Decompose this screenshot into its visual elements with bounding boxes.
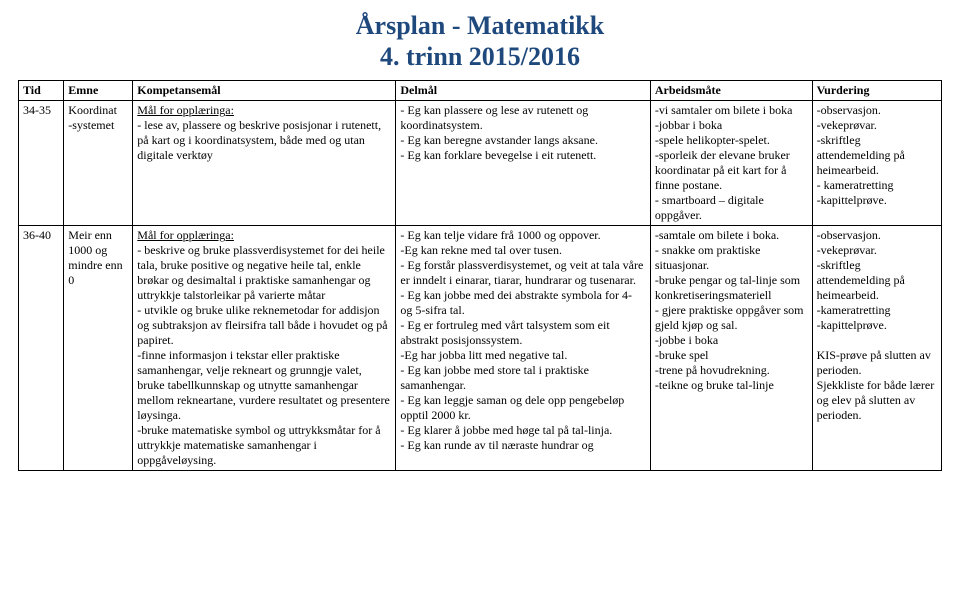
- page-title-block: Årsplan - Matematikk 4. trinn 2015/2016: [18, 10, 942, 72]
- cell-emne: Meir enn 1000 og mindre enn 0: [64, 226, 133, 471]
- cell-emne: Koordinat-systemet: [64, 101, 133, 226]
- cell-arbeidsmate: -vi samtaler om bilete i boka-jobbar i b…: [650, 101, 812, 226]
- cell-vurdering: -observasjon.-vekeprøvar.-skriftleg atte…: [812, 226, 941, 471]
- cell-tid: 36-40: [19, 226, 64, 471]
- komp-lead: Mål for opplæringa:: [137, 103, 234, 117]
- table-row: 34-35 Koordinat-systemet Mål for opplæri…: [19, 101, 942, 226]
- col-vurdering: Vurdering: [812, 81, 941, 101]
- page-title-line1: Årsplan - Matematikk: [18, 10, 942, 41]
- komp-body: - lese av, plassere og beskrive posisjon…: [137, 118, 381, 162]
- komp-body: - beskrive og bruke plassverdisystemet f…: [137, 243, 390, 467]
- col-kompetansemal: Kompetansemål: [133, 81, 396, 101]
- cell-delmal: - Eg kan plassere og lese av rutenett og…: [396, 101, 650, 226]
- komp-lead: Mål for opplæringa:: [137, 228, 234, 242]
- table-header-row: Tid Emne Kompetansemål Delmål Arbeidsmåt…: [19, 81, 942, 101]
- cell-kompetansemal: Mål for opplæringa: - lese av, plassere …: [133, 101, 396, 226]
- page-title-line2: 4. trinn 2015/2016: [18, 41, 942, 72]
- cell-arbeidsmate: -samtale om bilete i boka.- snakke om pr…: [650, 226, 812, 471]
- table-row: 36-40 Meir enn 1000 og mindre enn 0 Mål …: [19, 226, 942, 471]
- cell-kompetansemal: Mål for opplæringa: - beskrive og bruke …: [133, 226, 396, 471]
- curriculum-table: Tid Emne Kompetansemål Delmål Arbeidsmåt…: [18, 80, 942, 471]
- col-emne: Emne: [64, 81, 133, 101]
- cell-delmal: - Eg kan telje vidare frå 1000 og oppove…: [396, 226, 650, 471]
- cell-tid: 34-35: [19, 101, 64, 226]
- cell-vurdering: -observasjon.-vekeprøvar.-skriftleg atte…: [812, 101, 941, 226]
- col-arbeidsmate: Arbeidsmåte: [650, 81, 812, 101]
- col-delmal: Delmål: [396, 81, 650, 101]
- col-tid: Tid: [19, 81, 64, 101]
